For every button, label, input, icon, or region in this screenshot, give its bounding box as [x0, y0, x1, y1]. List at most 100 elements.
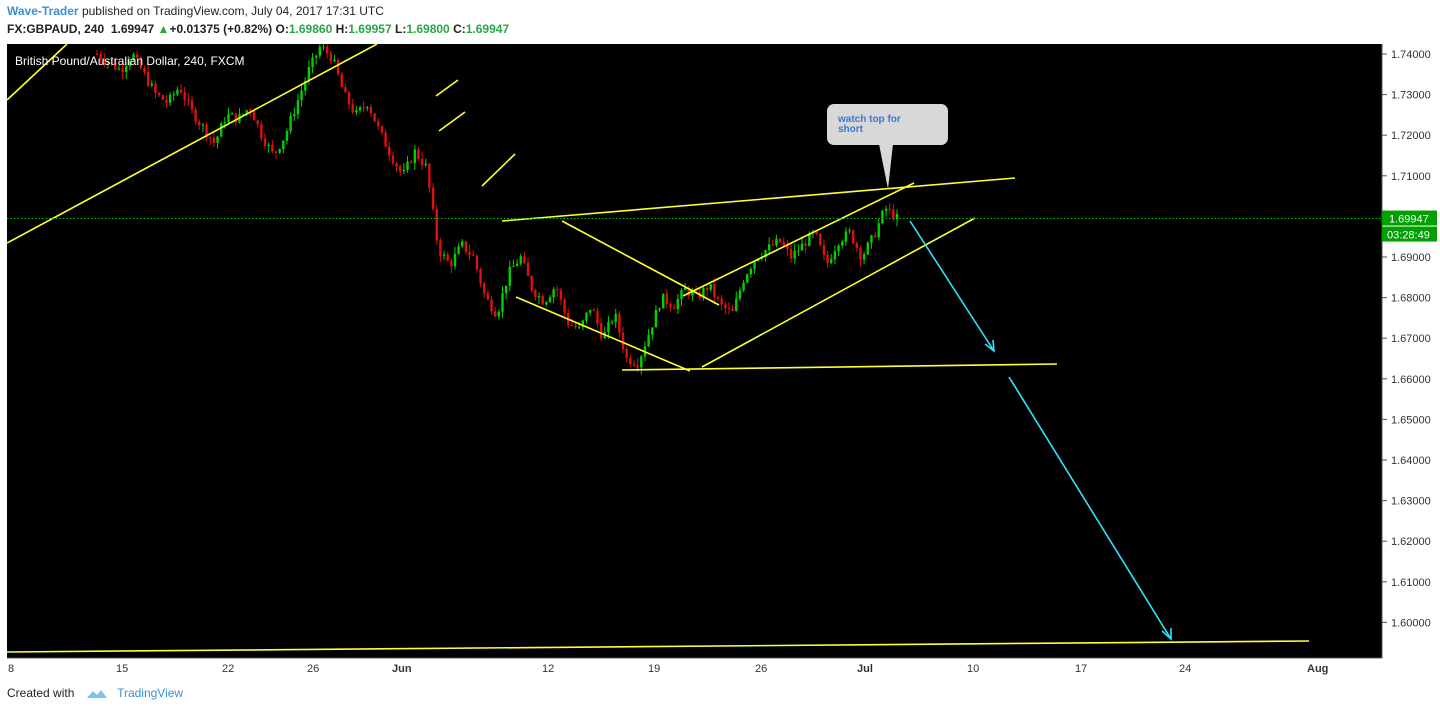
candle-body	[691, 291, 694, 296]
candle-body	[307, 67, 311, 81]
price-axis[interactable]: 1.740001.730001.720001.710001.700001.690…	[1382, 49, 1431, 629]
candle-body	[844, 231, 848, 242]
candle-body	[179, 89, 183, 93]
price-tick-label: 1.63000	[1391, 496, 1431, 508]
candle-body	[804, 243, 807, 247]
time-axis[interactable]: 8 15 22 26 Jun 12 19 26 Jul 10 17 24 Aug	[8, 663, 1328, 675]
candle-body	[439, 240, 442, 256]
candle-body	[362, 107, 365, 109]
arrowhead-2-icon	[1161, 628, 1172, 641]
flag-line-upper[interactable]	[435, 79, 459, 97]
candle-body	[391, 155, 395, 164]
candle-body	[271, 144, 274, 152]
candle-body	[621, 332, 625, 350]
candle-body	[99, 54, 102, 60]
chart-header: Wave-Trader published on TradingView.com…	[0, 0, 1440, 44]
candle-body	[234, 113, 238, 123]
price-tick-label: 1.67000	[1391, 333, 1431, 345]
high-value: 1.69957	[348, 22, 392, 36]
target-line[interactable]	[6, 640, 1310, 653]
candle-body	[267, 144, 270, 146]
channel-top-line[interactable]	[501, 177, 1016, 222]
candle-body	[220, 123, 223, 137]
candle-body	[742, 282, 745, 291]
candle-body	[304, 80, 307, 91]
wedge-lower-line[interactable]	[515, 296, 691, 372]
candle-body	[479, 269, 482, 284]
candle-body	[406, 161, 409, 170]
trendline-long-rising[interactable]	[6, 43, 378, 244]
candle-body	[263, 138, 267, 146]
candle-body	[574, 325, 577, 328]
time-tick-label: 8	[8, 663, 14, 675]
channel-upper-line[interactable]	[682, 182, 915, 297]
candle-body	[125, 66, 128, 72]
candle-body	[472, 254, 475, 256]
candle-body	[249, 110, 252, 112]
candle-body	[212, 137, 216, 143]
candle-body	[139, 57, 143, 69]
candle-body	[402, 169, 406, 172]
candle-body	[713, 284, 716, 297]
candle-body	[464, 241, 468, 252]
candle-body	[629, 357, 632, 364]
candle-body	[775, 238, 778, 246]
tradingview-link[interactable]: TradingView	[117, 686, 184, 700]
time-tick-label: 10	[967, 663, 979, 675]
candle-body	[493, 311, 497, 317]
time-tick-label: 17	[1075, 663, 1087, 675]
candle-body	[830, 259, 833, 263]
projection-arrow-2[interactable]	[1008, 376, 1172, 640]
candle-body	[523, 256, 526, 264]
candle-body	[786, 245, 789, 249]
candle-body	[420, 158, 424, 166]
candle-body	[424, 163, 427, 166]
channel-lower-line[interactable]	[701, 217, 976, 368]
candle-body	[157, 92, 161, 96]
candle-body	[245, 110, 248, 114]
countdown-badge-text: 03:28:49	[1387, 230, 1430, 242]
candle-body	[640, 356, 643, 368]
candle-body	[782, 241, 785, 246]
flag-line-lower[interactable]	[438, 111, 466, 132]
price-chart[interactable]: watch top for short British Pound/Austra…	[6, 43, 1440, 678]
time-tick-label: 22	[222, 663, 234, 675]
candle-body	[417, 149, 420, 159]
candle-body	[285, 131, 289, 141]
chart-area[interactable]: watch top for short British Pound/Austra…	[6, 43, 1440, 678]
candle-body	[753, 260, 756, 269]
candle-body	[881, 210, 884, 224]
candle-body	[895, 214, 899, 220]
price-tick-label: 1.71000	[1391, 171, 1431, 183]
candle-body	[822, 245, 826, 255]
low-label: L:	[395, 22, 407, 36]
candle-body	[161, 95, 164, 100]
candle-body	[548, 297, 552, 303]
up-arrow-icon: ▲	[157, 22, 170, 36]
time-tick-label: Jun	[392, 663, 412, 675]
time-tick-label: 19	[648, 663, 660, 675]
projection-arrow-1[interactable]	[909, 220, 995, 352]
candle-body	[581, 320, 585, 328]
candle-body	[749, 268, 753, 275]
support-line[interactable]	[621, 363, 1058, 371]
candle-body	[526, 263, 530, 276]
callout[interactable]: watch top for short	[827, 104, 948, 189]
candle-body	[680, 290, 683, 300]
candle-body	[848, 230, 851, 232]
candle-body	[632, 363, 636, 366]
close-label: C:	[453, 22, 466, 36]
change-value: +0.01375 (+0.82%)	[169, 22, 273, 36]
candle-body	[771, 244, 774, 246]
candle-body	[716, 296, 720, 299]
author-link[interactable]: Wave-Trader	[7, 4, 79, 18]
candle-body	[322, 46, 325, 48]
candle-body	[384, 132, 387, 147]
candle-body	[260, 124, 263, 139]
candle-body	[826, 254, 829, 263]
candle-body	[552, 289, 555, 298]
flag-line-small[interactable]	[481, 153, 516, 187]
candle-body	[873, 235, 877, 238]
trendline-top-left[interactable]	[6, 43, 68, 101]
candle-body	[727, 308, 731, 310]
